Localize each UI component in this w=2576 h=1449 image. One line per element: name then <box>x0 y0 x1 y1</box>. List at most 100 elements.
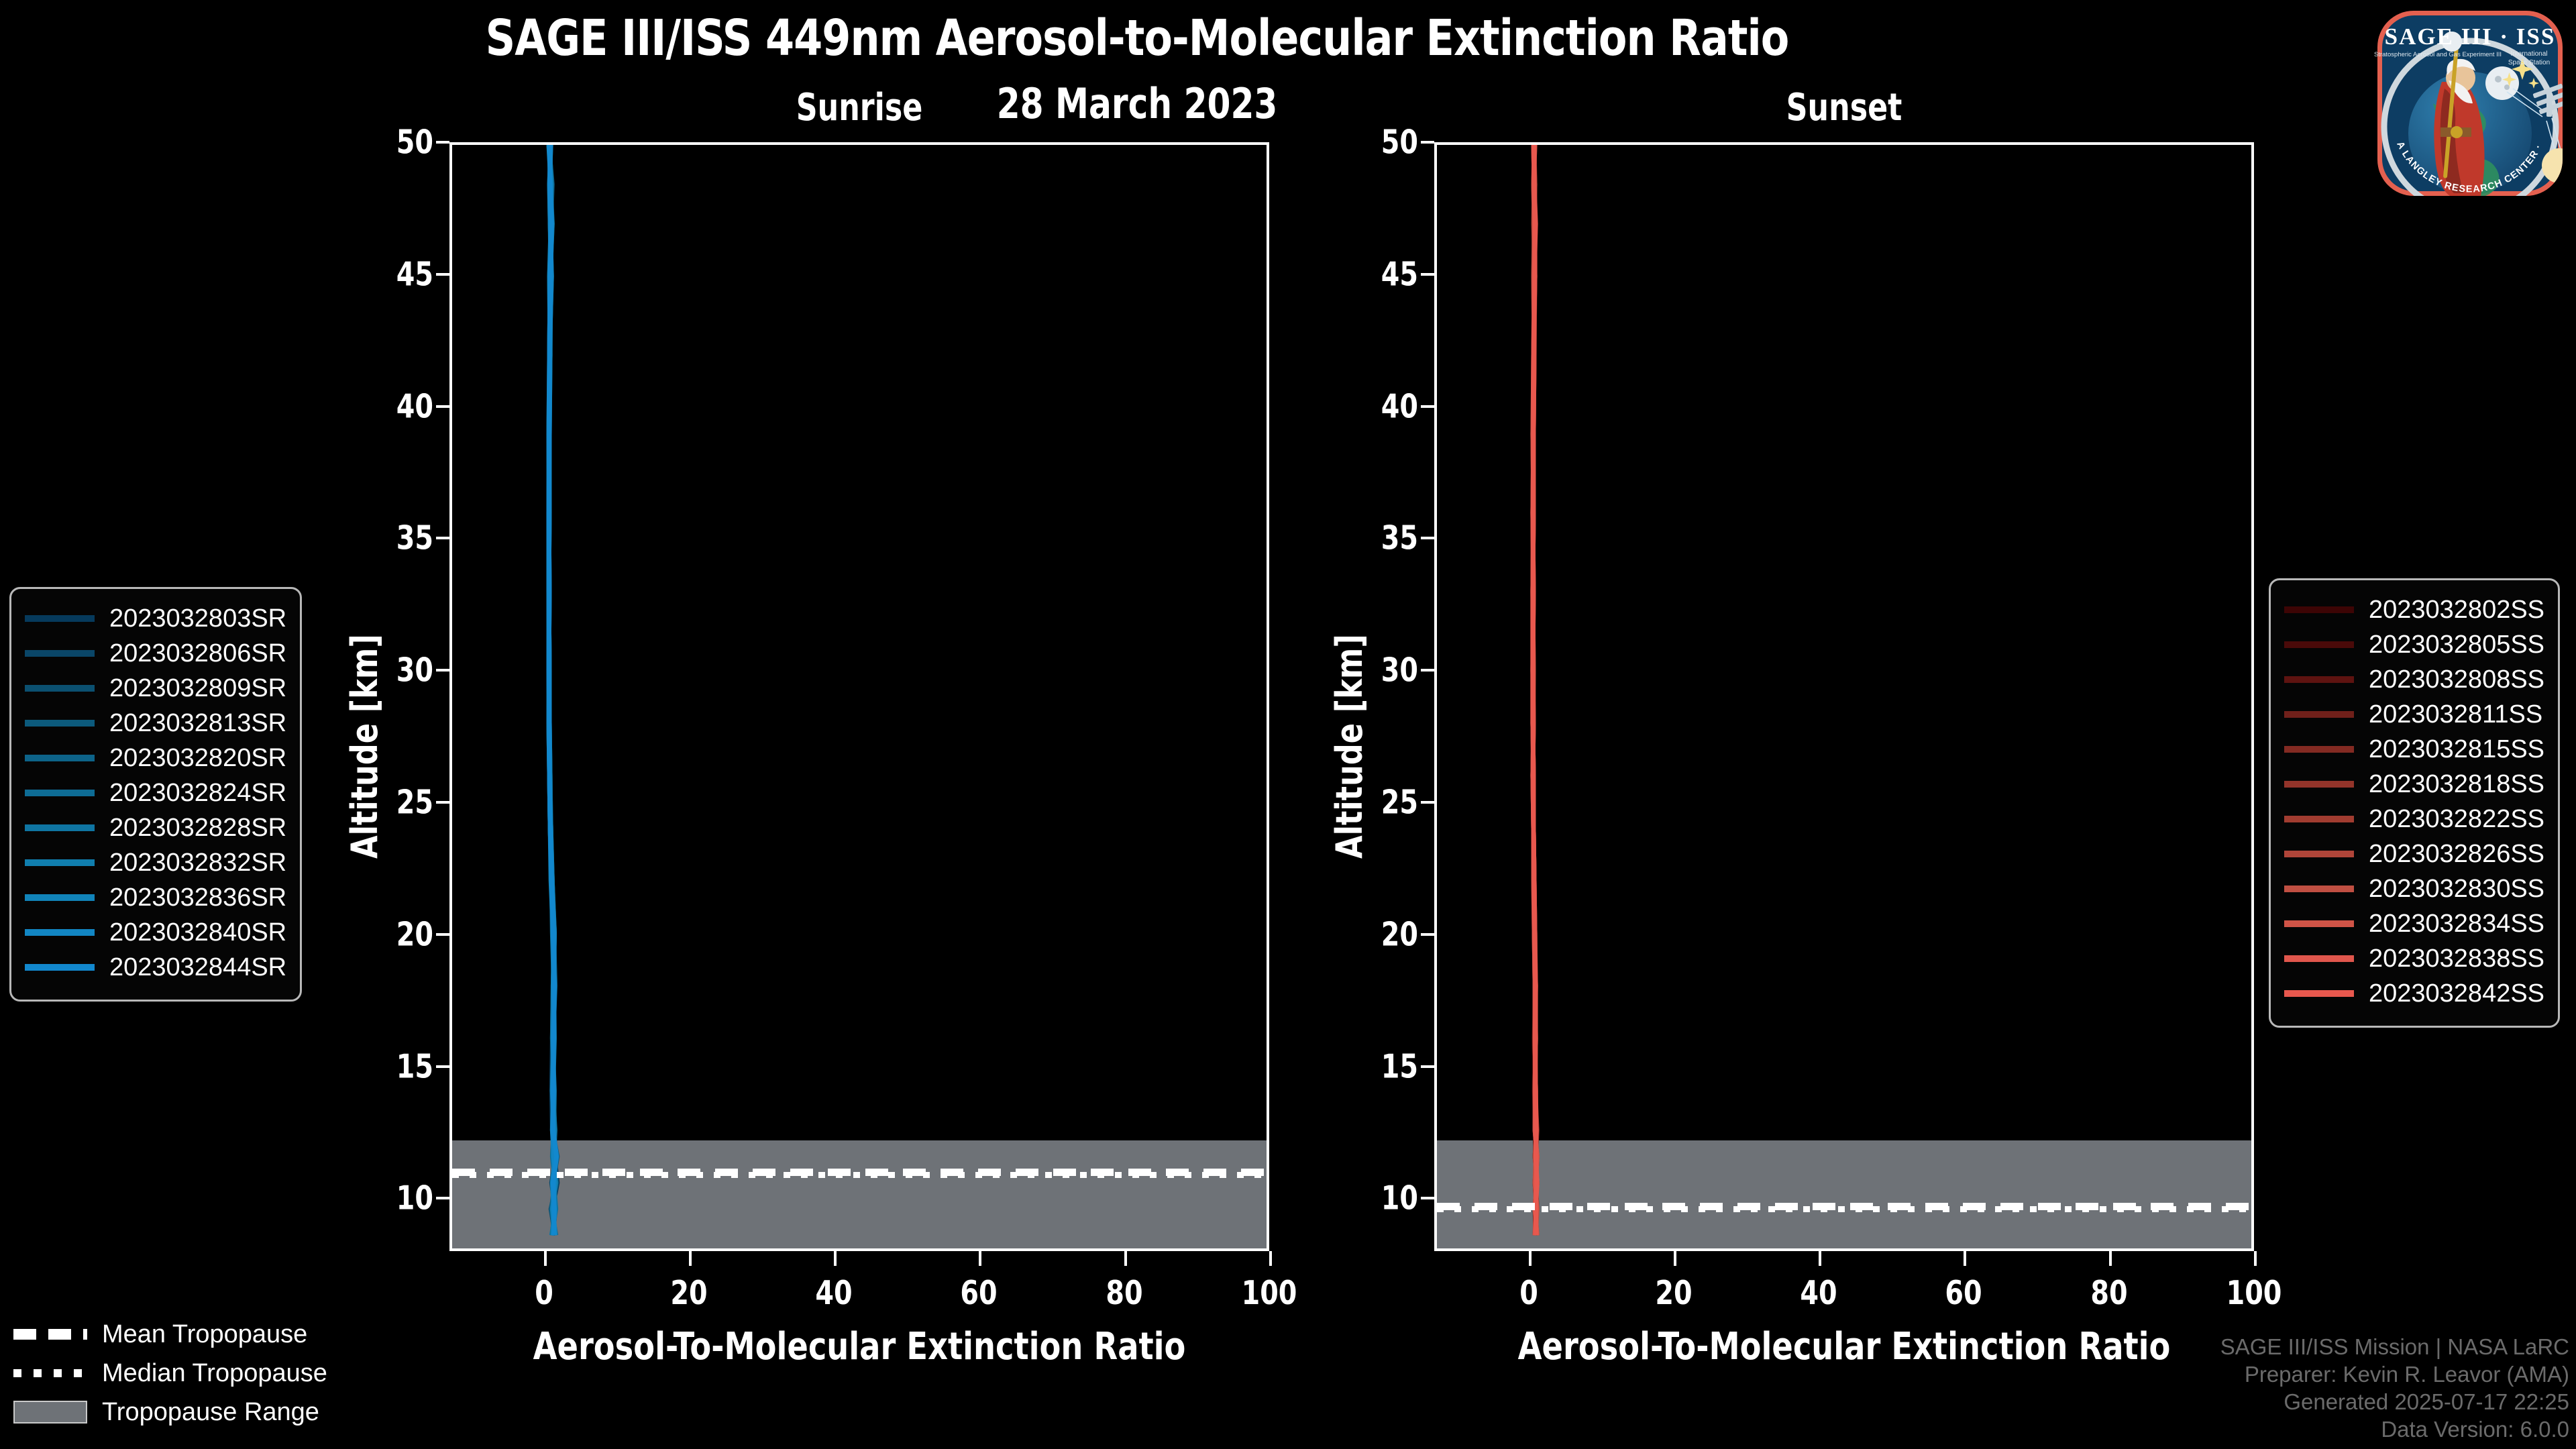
legend-item[interactable]: 2023032836SR <box>25 880 286 915</box>
logo-subtitle-left: Stratospheric Aerosol and Gas Experiment… <box>2374 51 2502 58</box>
legend-item[interactable]: 2023032805SS <box>2284 627 2544 662</box>
x-tick-label: 100 <box>1241 1274 1297 1312</box>
legend-item[interactable]: 2023032844SR <box>25 950 286 985</box>
y-tick-label: 40 <box>396 387 433 426</box>
y-tick-label: 30 <box>396 651 433 690</box>
legend-item[interactable]: 2023032813SR <box>25 706 286 741</box>
sage-iii-iss-logo: BALL · NASA LANGLEY RESEARCH CENTER · TA… <box>2365 0 2571 204</box>
y-tick-label: 10 <box>396 1179 433 1218</box>
x-tick-mark <box>543 1251 547 1266</box>
footer-credits: SAGE III/ISS Mission | NASA LaRC Prepare… <box>2220 1334 2569 1444</box>
date-subtitle: 28 March 2023 <box>996 79 1278 128</box>
x-tick-label: 20 <box>670 1274 708 1312</box>
y-tick-mark <box>436 1065 449 1068</box>
legend-item[interactable]: 2023032838SS <box>2284 941 2544 976</box>
sunset-x-axis-label: Aerosol-To-Molecular Extinction Ratio <box>1517 1325 2171 1368</box>
y-tick-mark <box>1421 141 1434 144</box>
x-tick-mark <box>1819 1251 1822 1266</box>
tropopause-legend: Mean Tropopause Median Tropopause Tropopau… <box>13 1315 327 1432</box>
legend-item[interactable]: 2023032832SR <box>25 845 286 880</box>
legend-item[interactable]: 2023032809SR <box>25 671 286 706</box>
y-tick-label: 15 <box>1381 1047 1418 1085</box>
y-tick-mark <box>1421 405 1434 408</box>
legend-item-label: 2023032815SS <box>2369 735 2545 763</box>
legend-color-swatch <box>25 859 95 866</box>
sunset-series-curves <box>1530 145 1540 1236</box>
legend-item[interactable]: 2023032811SS <box>2284 697 2544 732</box>
y-tick-mark <box>1421 932 1434 936</box>
median-tropopause-line <box>452 1171 1267 1178</box>
sunrise-legend[interactable]: 2023032803SR 2023032806SR 2023032809SR 2023… <box>9 587 303 1002</box>
x-tick-label: 0 <box>1519 1274 1538 1312</box>
legend-item[interactable]: 2023032815SS <box>2284 732 2544 767</box>
y-tick-label: 25 <box>1381 783 1418 822</box>
x-tick-mark <box>2108 1251 2112 1266</box>
y-tick-mark <box>1421 272 1434 276</box>
legend-item[interactable]: 2023032802SS <box>2284 592 2544 627</box>
footer-line-version: Data Version: 6.0.0 <box>2381 1417 2569 1442</box>
tropopause-legend-label: Median Tropopause <box>102 1358 327 1387</box>
legend-item[interactable]: 2023032840SR <box>25 915 286 950</box>
legend-item[interactable]: 2023032818SS <box>2284 767 2544 802</box>
legend-item[interactable]: 2023032834SS <box>2284 906 2544 941</box>
legend-item[interactable]: 2023032822SS <box>2284 802 2544 837</box>
legend-item-label: 2023032811SS <box>2369 700 2543 729</box>
x-tick-label: 60 <box>960 1274 998 1312</box>
sunset-panel-title: Sunset <box>1786 86 1902 129</box>
x-tick-mark <box>1673 1251 1676 1266</box>
footer-line-mission: SAGE III/ISS Mission | NASA LaRC <box>2220 1334 2569 1360</box>
y-tick-label: 30 <box>1381 651 1418 690</box>
legend-color-swatch <box>2284 955 2354 962</box>
y-tick-mark <box>436 1197 449 1200</box>
tropopause-range-band <box>1437 1140 2251 1248</box>
logo-subtitle-right-2: Space Station <box>2508 59 2550 66</box>
legend-color-swatch <box>2284 816 2354 822</box>
legend-color-swatch <box>2284 990 2354 997</box>
tropopause-legend-label: Tropopause Range <box>102 1397 319 1426</box>
legend-item[interactable]: 2023032820SR <box>25 741 286 775</box>
legend-item[interactable]: 2023032806SR <box>25 636 286 671</box>
legend-item-label: 2023032830SS <box>2369 874 2545 903</box>
x-tick-label: 80 <box>2090 1274 2128 1312</box>
legend-item[interactable]: 2023032808SS <box>2284 662 2544 697</box>
legend-color-swatch <box>2284 885 2354 892</box>
legend-item[interactable]: 2023032803SR <box>25 601 286 636</box>
legend-item-label: 2023032826SS <box>2369 839 2545 868</box>
legend-color-swatch <box>25 650 95 657</box>
legend-item-label: 2023032840SR <box>109 918 287 947</box>
page-title: SAGE III/ISS 449nm Aerosol-to-Molecular … <box>485 9 1790 67</box>
legend-color-swatch <box>25 964 95 971</box>
series-line <box>1530 145 1540 1236</box>
y-tick-mark <box>1421 1197 1434 1200</box>
sunrise-panel-title: Sunrise <box>796 86 923 129</box>
legend-item[interactable]: 2023032830SS <box>2284 871 2544 906</box>
x-tick-mark <box>2254 1251 2257 1266</box>
median-tropopause-line <box>1437 1206 2251 1213</box>
sunrise-x-axis-label: Aerosol-To-Molecular Extinction Ratio <box>533 1325 1186 1368</box>
tropopause-legend-key-patch <box>13 1401 87 1424</box>
sunrise-series-curves <box>546 145 560 1236</box>
y-tick-mark <box>436 141 449 144</box>
x-tick-label: 0 <box>534 1274 553 1312</box>
legend-color-swatch <box>25 929 95 936</box>
x-tick-label: 40 <box>815 1274 853 1312</box>
x-tick-mark <box>1124 1251 1127 1266</box>
sunset-plot-area <box>1434 142 2254 1251</box>
x-tick-mark <box>1269 1251 1272 1266</box>
legend-item-label: 2023032842SS <box>2369 979 2545 1008</box>
legend-color-swatch <box>2284 746 2354 753</box>
series-line <box>546 145 559 1236</box>
legend-item-label: 2023032808SS <box>2369 665 2545 694</box>
x-tick-label: 60 <box>1945 1274 1983 1312</box>
legend-color-swatch <box>2284 920 2354 927</box>
legend-item[interactable]: 2023032828SR <box>25 810 286 845</box>
sunrise-y-axis-label: Altitude [km] <box>343 634 386 859</box>
legend-item[interactable]: 2023032842SS <box>2284 976 2544 1011</box>
legend-item[interactable]: 2023032826SS <box>2284 837 2544 871</box>
legend-color-swatch <box>2284 641 2354 648</box>
y-tick-label: 10 <box>1381 1179 1418 1218</box>
x-tick-label: 100 <box>2226 1274 2282 1312</box>
legend-color-swatch <box>25 685 95 692</box>
legend-item[interactable]: 2023032824SR <box>25 775 286 810</box>
sunset-legend[interactable]: 2023032802SS 2023032805SS 2023032808SS 2023… <box>2269 578 2561 1028</box>
